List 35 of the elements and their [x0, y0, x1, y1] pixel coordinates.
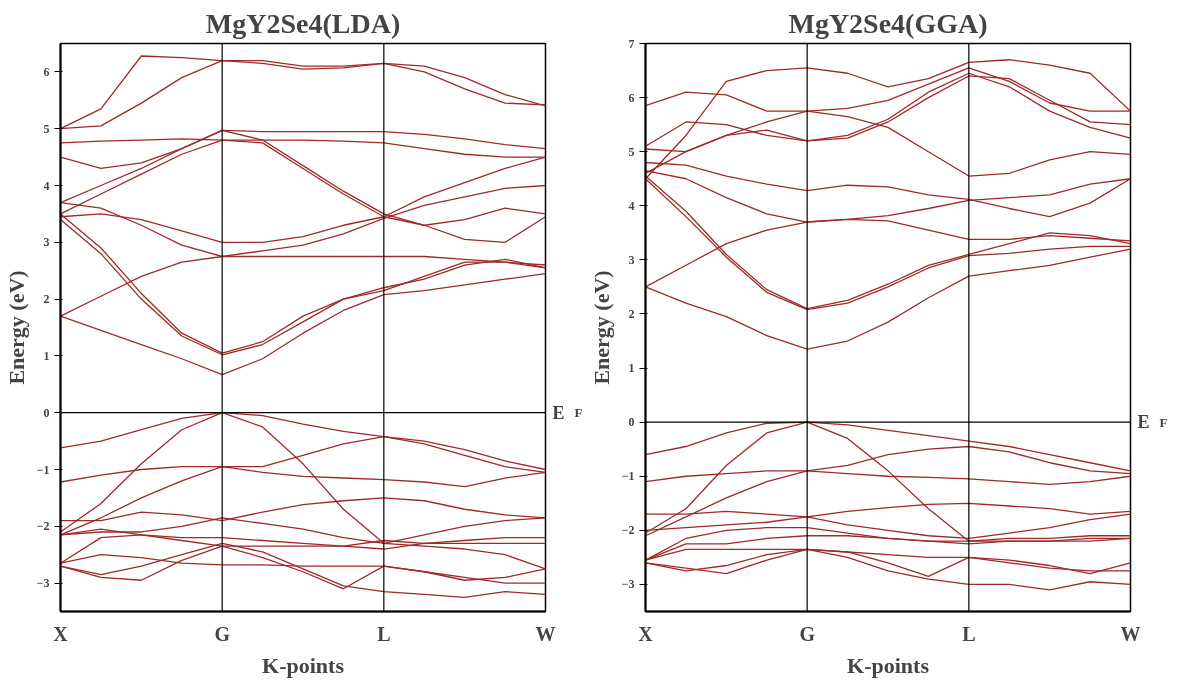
y-tick-label: −1	[36, 462, 50, 477]
x-tick-label: G	[799, 622, 816, 645]
y-tick-label: 6	[628, 90, 635, 105]
x-tick-label: X	[53, 622, 69, 645]
x-tick-label: W	[1120, 622, 1141, 645]
y-tick-label: 2	[43, 292, 50, 307]
chart-title: MgY2Se4(LDA)	[205, 7, 401, 39]
y-tick-label: −3	[36, 576, 50, 591]
x-axis-title: K-points	[847, 652, 930, 678]
x-axis-title: K-points	[262, 652, 345, 678]
y-tick-label: 4	[628, 198, 635, 213]
y-tick-label: 1	[43, 348, 50, 363]
x-tick-label: L	[962, 622, 976, 645]
chart-title: MgY2Se4(GGA)	[788, 7, 988, 39]
x-tick-label: X	[638, 622, 654, 645]
y-tick-label: 5	[628, 144, 635, 159]
y-tick-label: 0	[628, 415, 635, 430]
y-axis-title: Energy (eV)	[588, 270, 614, 385]
x-tick-label: W	[535, 622, 556, 645]
y-tick-label: −2	[36, 519, 50, 534]
y-tick-label: 6	[43, 64, 50, 79]
y-tick-label: 7	[628, 36, 635, 51]
y-tick-label: 4	[43, 178, 50, 193]
y-axis-title: Energy (eV)	[3, 270, 29, 385]
y-tick-label: 0	[43, 405, 50, 420]
y-tick-label: 2	[628, 306, 635, 321]
y-tick-label: 3	[43, 235, 50, 250]
y-tick-label: −1	[621, 469, 635, 484]
y-tick-label: −2	[621, 523, 635, 538]
y-tick-label: 1	[628, 361, 635, 376]
x-tick-label: G	[214, 622, 231, 645]
x-tick-label: L	[377, 622, 391, 645]
y-tick-label: 3	[628, 252, 635, 267]
y-tick-label: −3	[621, 577, 635, 592]
y-tick-label: 5	[43, 121, 50, 136]
